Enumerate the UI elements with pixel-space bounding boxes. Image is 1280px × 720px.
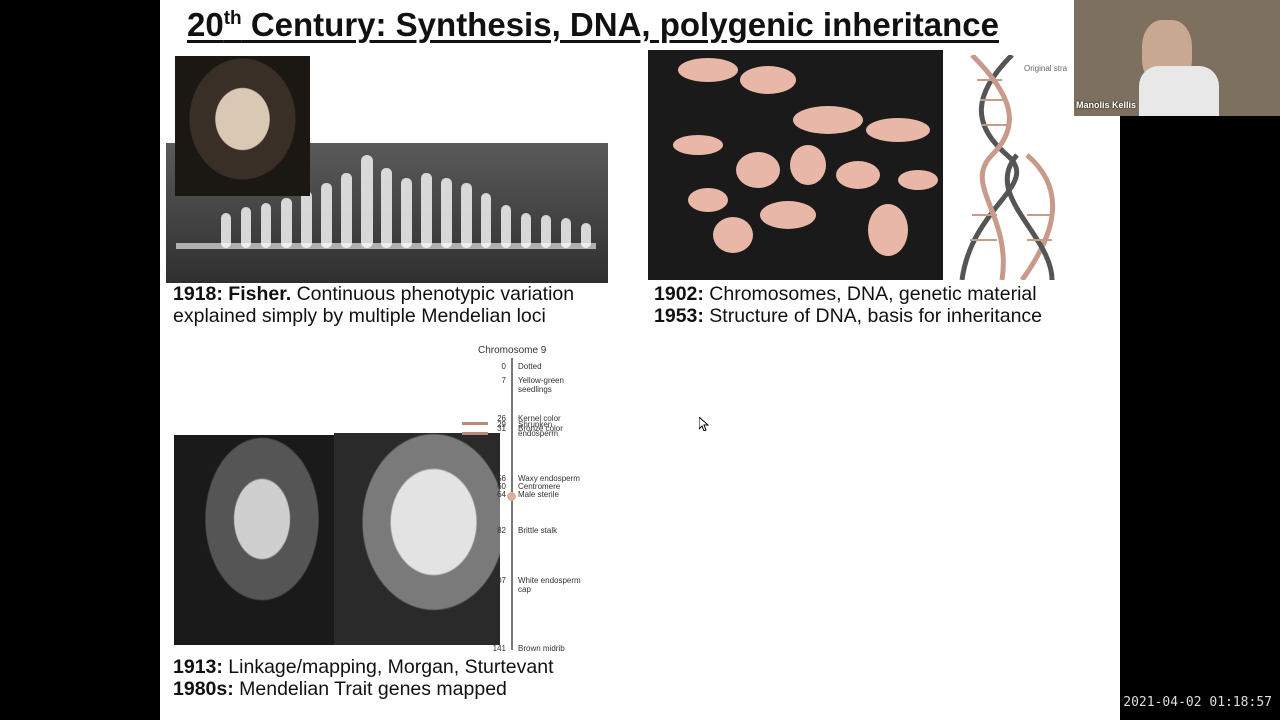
- locus-position: 56: [497, 474, 506, 483]
- chromosome-locus: 29 Shrunken endosperm: [480, 420, 588, 438]
- locus-position: 31: [497, 424, 506, 433]
- chromosome-arrow-2: [462, 432, 488, 435]
- chromosome-micrograph: [648, 50, 943, 280]
- locus-position: 64: [497, 490, 506, 499]
- locus-name: Kernel color: [518, 414, 561, 423]
- locus-name: Bronze color: [518, 424, 563, 433]
- locus-position: 60: [497, 482, 506, 491]
- chromosome-locus: 107 White endosperm cap: [480, 576, 588, 594]
- chromosome-locus: 31 Bronze color: [480, 424, 588, 433]
- locus-name: Yellow-green seedlings: [518, 376, 564, 394]
- chromosome-arrow-1: [462, 422, 488, 425]
- locus-position: 0: [501, 362, 506, 371]
- chromosome-locus: 141 Brown midrib: [480, 644, 588, 653]
- dna-caption: 1902: Chromosomes, DNA, genetic material…: [654, 283, 1043, 327]
- chromosome-locus: 64 Male sterile: [480, 490, 588, 499]
- participant-name: Manolis Kellis: [1076, 100, 1137, 110]
- fisher-caption: 1918: Fisher. Continuous phenotypic vari…: [173, 283, 575, 327]
- chromosome-locus: 82 Brittle stalk: [480, 526, 588, 535]
- sturtevant-portrait: [334, 433, 500, 645]
- locus-name: Dotted: [518, 362, 542, 371]
- locus-position: 82: [497, 526, 506, 535]
- locus-name: Centromere: [518, 482, 561, 491]
- locus-position: 29: [497, 420, 506, 429]
- morgan-caption: 1913: Linkage/mapping, Morgan, Sturtevan…: [173, 656, 554, 700]
- mouse-cursor-icon: [698, 415, 710, 436]
- locus-name: Brittle stalk: [518, 526, 558, 535]
- morgan-portrait: [174, 435, 334, 645]
- fisher-portrait: [175, 56, 310, 196]
- centromere-marker: [507, 492, 516, 501]
- recording-timestamp: 2021-04-02 01:18:57: [1123, 695, 1272, 710]
- chromosome-locus: 0 Dotted: [480, 362, 588, 371]
- locus-name: Brown midrib: [518, 644, 565, 653]
- locus-position: 141: [492, 644, 506, 653]
- locus-position: 7: [501, 376, 506, 385]
- locus-name: Waxy endosperm: [518, 474, 580, 483]
- dna-helix-diagram: Original strand: [952, 53, 1076, 282]
- chromosome-map-title: Chromosome 9: [478, 345, 547, 356]
- slide-title: 20th Century: Synthesis, DNA, polygenic …: [187, 6, 999, 43]
- original-strand-label: Original strand: [1024, 64, 1067, 73]
- locus-position: 107: [492, 576, 506, 585]
- locus-position: 26: [497, 414, 506, 423]
- chromosome-locus: 60 Centromere: [480, 482, 588, 491]
- chromosome-locus: 56 Waxy endosperm: [480, 474, 588, 483]
- chromosome-map-axis: [511, 358, 513, 650]
- participant-video[interactable]: [1074, 0, 1280, 116]
- participant-shirt: [1139, 66, 1219, 116]
- chromosome-locus: 7 Yellow-green seedlings: [480, 376, 588, 394]
- locus-name: White endosperm cap: [518, 576, 581, 594]
- locus-name: Male sterile: [518, 490, 559, 499]
- chromosome-locus: 26 Kernel color: [480, 414, 588, 423]
- locus-name: Shrunken endosperm: [518, 420, 559, 438]
